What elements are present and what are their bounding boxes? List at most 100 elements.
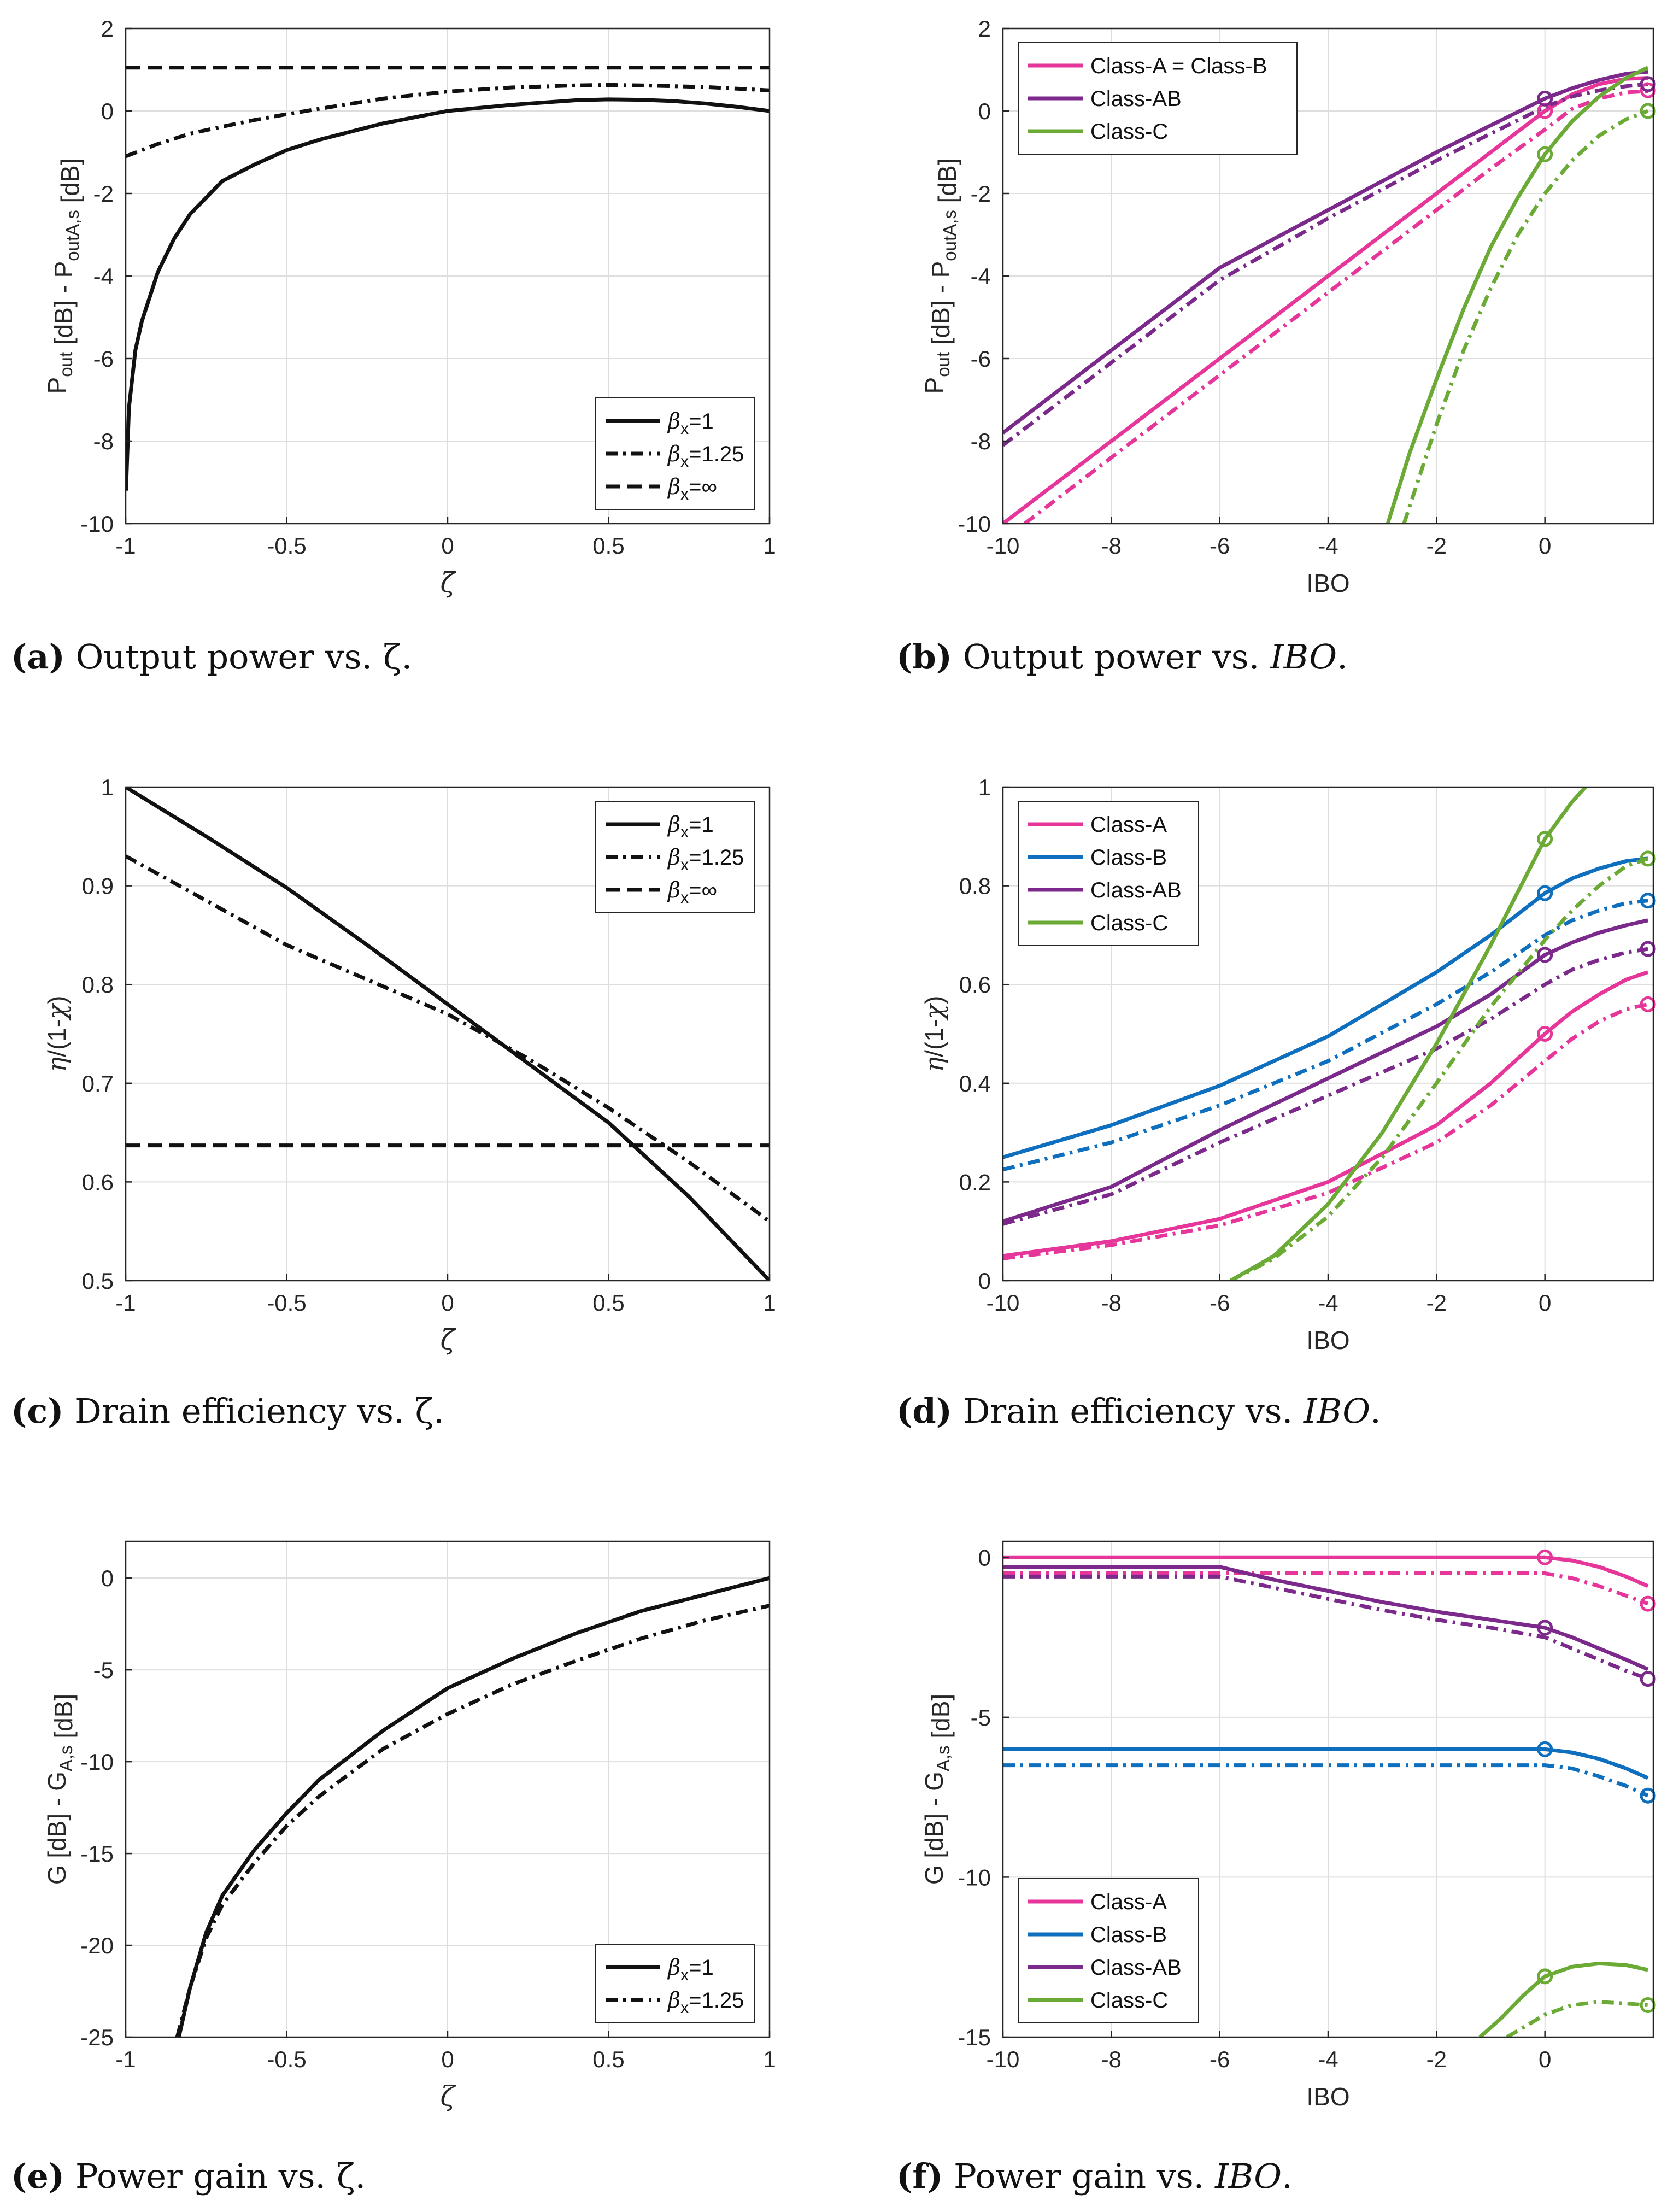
x-tick-label: -8	[1101, 533, 1122, 559]
legend-box	[595, 801, 755, 913]
data-marker	[1640, 1595, 1656, 1612]
data-marker	[1640, 1787, 1656, 1804]
y-tick-label: -15	[80, 1841, 114, 1867]
y-tick-label: 0.8	[82, 972, 114, 998]
y-tick-label: -4	[971, 263, 991, 289]
legend-entry: βx=1.25	[667, 845, 744, 874]
y-axis-label: Pout [dB] - PoutA,s [dB]	[920, 159, 961, 394]
series-line	[126, 83, 770, 159]
series-line	[177, 1576, 770, 2037]
x-axis-label: IBO	[1306, 2082, 1349, 2111]
x-tick-label: 0	[1539, 1290, 1551, 1316]
legend-box	[595, 397, 755, 510]
legend: βx=1 βx=1.25 βx=∞	[595, 801, 755, 913]
y-axis-label: Pout [dB] - PoutA,s [dB]	[43, 159, 84, 394]
series-line	[1023, 89, 1648, 524]
x-tick-label: -1	[115, 2046, 136, 2072]
data-marker	[1640, 850, 1656, 867]
x-tick-label: -2	[1426, 533, 1447, 559]
y-tick-label: 0.9	[82, 873, 114, 899]
series-line	[126, 787, 770, 1281]
y-tick-label: 0	[978, 1268, 991, 1294]
x-tick-label: 0.5	[592, 533, 624, 559]
y-tick-label: -20	[80, 1933, 114, 1958]
legend-entry: βx=1.25	[667, 1988, 744, 2017]
chart-b: -10 -8 -6 -4 -2 0 -10 -8 -6 -4 -2 0 2 IBO Pout [dB] - …	[920, 16, 1656, 597]
series-line	[1229, 787, 1587, 1281]
legend: Class-A Class-B Class-AB Class-C	[1018, 1878, 1199, 2023]
x-tick-label: -6	[1210, 1290, 1230, 1316]
caption-a: (a) Output power vs. ζ.	[11, 637, 413, 677]
y-tick-label: 2	[978, 16, 991, 42]
y-tick-label: 2	[101, 16, 114, 42]
data-marker	[1537, 90, 1553, 107]
x-tick-label: -0.5	[267, 1290, 306, 1316]
series-line	[1003, 69, 1648, 435]
x-axis-label: ζ	[440, 567, 456, 599]
y-tick-label: 0.6	[82, 1169, 114, 1195]
data-marker	[1537, 146, 1553, 162]
x-tick-label: 0	[441, 2046, 454, 2072]
y-tick-label: 0.6	[959, 972, 991, 998]
series-line	[1003, 1555, 1649, 1588]
legend-entry: βx=1	[667, 812, 714, 841]
y-tick-label: 1	[101, 775, 114, 800]
chart-e: -1 -0.5 0 0.5 1 -25 -20 -15 -10 -5 0 ζ G [dB] - GA,s…	[43, 1540, 776, 2112]
legend-entry: βx=1.25	[667, 442, 744, 471]
y-tick-label: 0	[101, 1565, 114, 1591]
data-marker	[1640, 996, 1656, 1012]
data-marker	[1537, 1620, 1553, 1636]
y-tick-label: -10	[80, 511, 114, 537]
caption-d: (d) Drain efficiency vs. IBO.	[896, 1391, 1381, 1431]
chart-d: -10 -8 -6 -4 -2 0 0 0.2 0.4 0.6 0.8 1 IBO η/(1-χ) Clas…	[919, 775, 1656, 1354]
y-tick-label: 0.7	[82, 1071, 114, 1096]
data-marker	[1537, 947, 1553, 963]
data-marker	[1640, 103, 1656, 119]
x-tick-label: 0	[441, 1290, 454, 1316]
legend-entry: Class-A = Class-B	[1090, 54, 1267, 78]
x-tick-label: -10	[987, 2046, 1020, 2072]
x-tick-label: -0.5	[267, 2046, 306, 2072]
data-marker	[1640, 1997, 1656, 2013]
legend-box	[595, 1944, 755, 2023]
legend: Class-A = Class-B Class-AB Class-C	[1018, 42, 1298, 155]
x-tick-label: 1	[763, 2046, 776, 2072]
legend-entry: Class-C	[1090, 120, 1168, 144]
series-line	[1003, 1747, 1649, 1780]
y-tick-label: -25	[80, 2025, 114, 2050]
data-marker	[1640, 941, 1656, 957]
y-tick-label: -15	[958, 2025, 991, 2050]
y-tick-label: 0	[978, 1545, 991, 1570]
x-axis-label: ζ	[440, 2080, 456, 2112]
x-tick-label: -0.5	[267, 533, 306, 559]
legend-entry: Class-C	[1090, 911, 1168, 935]
x-axis-label: IBO	[1306, 1326, 1349, 1354]
data-marker	[1640, 893, 1656, 909]
y-axis-label: η/(1-χ)	[42, 996, 72, 1072]
legend: Class-A Class-B Class-AB Class-C	[1018, 801, 1199, 946]
legend-entry: Class-A	[1090, 813, 1167, 837]
caption-f: (f) Power gain vs. IBO.	[896, 2156, 1293, 2196]
data-marker	[1537, 1741, 1553, 1757]
legend: βx=1 βx=1.25	[595, 1944, 755, 2023]
x-tick-label: 0	[1539, 2046, 1551, 2072]
chart-c: -1 -0.5 0 0.5 10.50.60.70.80.91ζη/(1-χ)βx=1β…	[42, 775, 776, 1356]
y-tick-label: 0.5	[82, 1268, 114, 1294]
x-tick-label: 0.5	[592, 1290, 624, 1316]
y-tick-label: -8	[971, 429, 991, 454]
y-tick-label: 0.2	[959, 1169, 991, 1195]
y-tick-label: -10	[958, 511, 991, 537]
x-tick-label: 0.5	[592, 2046, 624, 2072]
legend-entry: βx=∞	[667, 474, 717, 503]
legend: βx=1 βx=1.25 βx=∞	[595, 397, 755, 510]
y-tick-label: 0.4	[959, 1071, 991, 1096]
series-line	[1478, 1961, 1648, 2037]
y-tick-label: -6	[971, 346, 991, 372]
series-line	[1003, 1565, 1649, 1671]
x-tick-label: -6	[1210, 2046, 1230, 2072]
chart-a: -1 -0.5 0 0.5 1 -10 -8 -6 -4 -2 0 2 ζ Pout [dB] - Pou…	[43, 16, 776, 599]
x-tick-label: -6	[1210, 533, 1230, 559]
x-tick-label: -4	[1318, 2046, 1338, 2072]
series-line	[1003, 1002, 1648, 1260]
